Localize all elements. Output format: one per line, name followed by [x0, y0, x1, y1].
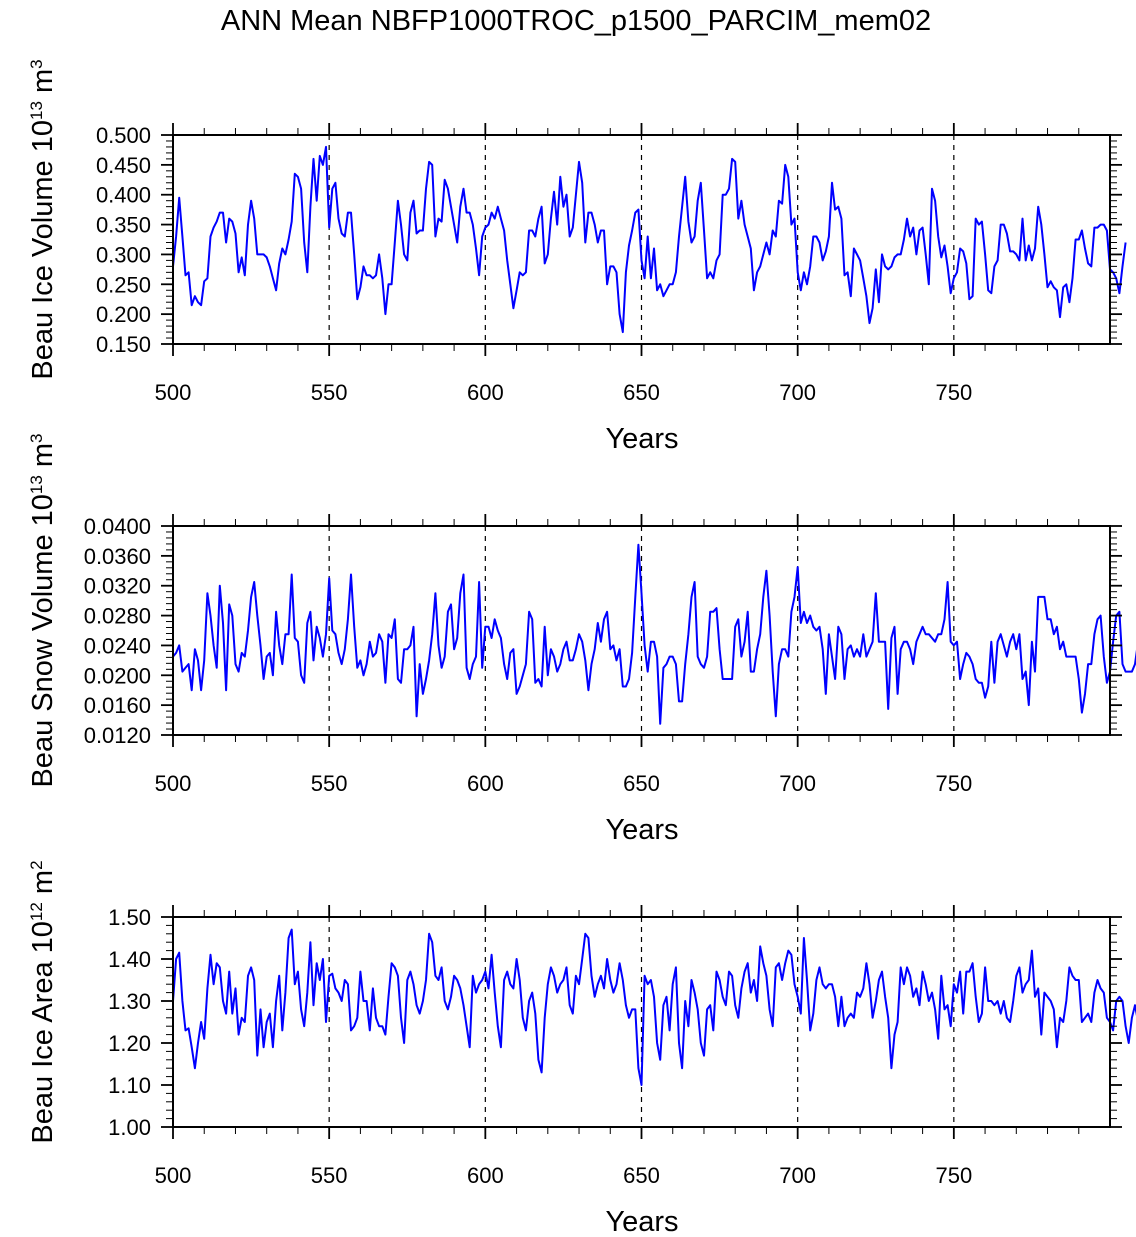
y-tick-label: 1.10: [108, 1073, 151, 1098]
y-tick-label: 0.0360: [84, 544, 151, 569]
label-space: [27, 93, 59, 101]
y-tick-label: 0.0160: [84, 693, 151, 718]
x-axis-label: Years: [605, 423, 678, 455]
label-space: [27, 526, 59, 534]
y-axis-label-ylabel-scale: 10: [27, 494, 59, 526]
y-axis-label: Beau Ice Area 1012 m2: [27, 860, 59, 1143]
y-tick-label: 0.150: [96, 332, 151, 357]
x-tick-label: 600: [467, 380, 504, 405]
y-axis-label-ylabel-unit: m: [27, 443, 59, 467]
y-tick-label: 0.400: [96, 183, 151, 208]
y-tick-label: 1.50: [108, 905, 151, 930]
y-tick-label: 0.0240: [84, 633, 151, 658]
series-line: [172, 928, 1136, 1086]
y-tick-label: 0.500: [96, 123, 151, 148]
y-axis-label-ylabel-exp: 12: [27, 902, 46, 921]
label-space: [27, 894, 59, 902]
y-tick-label: 0.450: [96, 153, 151, 178]
series-line: [172, 145, 1127, 334]
y-tick-label: 0.0280: [84, 604, 151, 629]
y-axis-label-ylabel: Beau Ice Volume: [27, 160, 59, 379]
x-tick-label: 600: [467, 771, 504, 796]
y-axis-label: Beau Snow Volume 1013 m3: [27, 433, 59, 787]
y-axis-label-ylabel-unit: m: [27, 870, 59, 894]
x-tick-label: 700: [779, 771, 816, 796]
y-tick-label: 0.0120: [84, 723, 151, 748]
x-tick-label: 550: [311, 1163, 348, 1188]
y-tick-label: 1.40: [108, 947, 151, 972]
label-space: [27, 953, 59, 961]
x-axis-label: Years: [605, 814, 678, 846]
y-axis-label-ylabel-scale: 10: [27, 120, 59, 152]
y-axis-label: Beau Ice Volume 1013 m3: [27, 59, 59, 379]
y-axis-label-ylabel: Beau Ice Area: [27, 961, 59, 1144]
y-tick-label: 0.300: [96, 242, 151, 267]
x-tick-label: 550: [311, 771, 348, 796]
x-tick-label: 600: [467, 1163, 504, 1188]
x-tick-label: 750: [935, 380, 972, 405]
x-tick-label: 700: [779, 380, 816, 405]
y-tick-label: 0.0320: [84, 574, 151, 599]
y-tick-label: 1.30: [108, 989, 151, 1014]
series-line: [172, 543, 1136, 725]
x-tick-label: 550: [311, 380, 348, 405]
y-tick-label: 0.0200: [84, 663, 151, 688]
x-tick-label: 500: [155, 1163, 192, 1188]
y-tick-label: 1.00: [108, 1115, 151, 1140]
x-tick-label: 750: [935, 771, 972, 796]
y-axis-label-ylabel-unit-exp: 3: [27, 433, 46, 442]
y-axis-label-ylabel-scale: 10: [27, 921, 59, 953]
panel-1: 500 550 600 650 700 750 0.150 0.200 0.250 0.300 0.…: [27, 59, 1127, 455]
x-tick-label: 700: [779, 1163, 816, 1188]
y-axis-label-ylabel-unit-exp: 2: [27, 860, 46, 869]
x-tick-label: 500: [155, 380, 192, 405]
x-tick-label: 650: [623, 380, 660, 405]
y-tick-label: 0.200: [96, 302, 151, 327]
y-tick-label: 0.250: [96, 272, 151, 297]
y-tick-label: 0.350: [96, 213, 151, 238]
y-axis-label-ylabel-unit: m: [27, 69, 59, 93]
y-axis-label-ylabel: Beau Snow Volume: [27, 534, 59, 787]
x-tick-label: 500: [155, 771, 192, 796]
label-space: [27, 152, 59, 160]
y-axis-label-ylabel-unit-exp: 3: [27, 59, 46, 68]
chart-title: ANN Mean NBFP1000TROC_p1500_PARCIM_mem02: [221, 5, 931, 37]
label-space: [27, 467, 59, 475]
x-axis-label: Years: [605, 1206, 678, 1237]
x-tick-label: 650: [623, 1163, 660, 1188]
y-axis-label-ylabel-exp: 13: [27, 475, 46, 494]
y-axis-label-ylabel-exp: 13: [27, 101, 46, 120]
panel-2: 500 550 600 650 700 750 0.0120 0.0160 0.0200 0.02…: [27, 433, 1136, 846]
x-tick-label: 750: [935, 1163, 972, 1188]
y-tick-label: 1.20: [108, 1031, 151, 1056]
panel-3: 500 550 600 650 700 750 1.00 1.10 1.20 1.30 1.40 1.…: [27, 860, 1136, 1237]
x-tick-label: 650: [623, 771, 660, 796]
y-tick-label: 0.0400: [84, 514, 151, 539]
